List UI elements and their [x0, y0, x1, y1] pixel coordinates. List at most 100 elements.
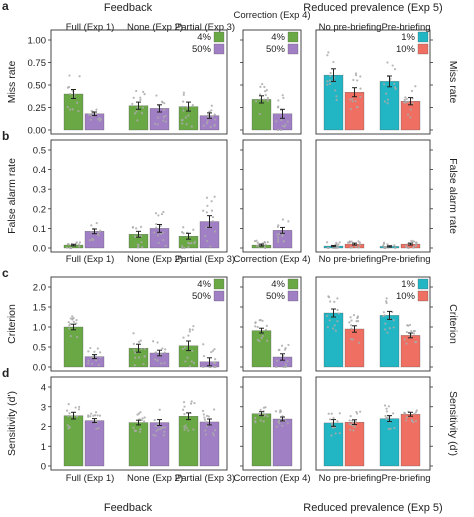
data-dot [213, 195, 216, 198]
data-dot [97, 363, 100, 367]
data-dot [139, 339, 142, 342]
data-dot [205, 122, 209, 125]
data-dot [325, 241, 329, 244]
y-tick-label: 1 [41, 442, 46, 453]
data-dot [162, 210, 165, 214]
data-dot [386, 102, 389, 105]
y-tick-label: 0.1 [33, 224, 46, 235]
data-dot [415, 340, 418, 343]
data-dot [358, 243, 361, 246]
data-dot [67, 403, 70, 406]
x-category-label: None (Exp 2) [127, 254, 183, 265]
data-dot [154, 351, 157, 354]
data-dot [186, 106, 189, 109]
data-dot [327, 51, 330, 54]
data-dot [87, 359, 90, 362]
data-dot [209, 125, 212, 129]
y-axis-label-right: Sensitivity (d') [447, 391, 459, 456]
data-dot [259, 408, 262, 411]
data-dot [348, 422, 351, 426]
data-dot [385, 297, 388, 300]
data-dot [383, 83, 386, 86]
data-dot [254, 321, 257, 325]
bar [63, 93, 84, 131]
data-dot [353, 425, 356, 429]
data-dot [261, 82, 264, 86]
legend-swatch [417, 290, 429, 302]
data-dot [286, 422, 289, 425]
data-dot [182, 400, 186, 404]
data-dot [385, 300, 388, 303]
data-dot [351, 338, 355, 341]
data-dot [214, 429, 217, 432]
y-axis-label-right: Criterion [447, 304, 459, 344]
bar [84, 113, 105, 131]
data-dot [90, 356, 93, 359]
legend-swatch [417, 31, 429, 43]
data-dot [276, 225, 280, 228]
data-dot [89, 415, 92, 418]
bar [344, 328, 365, 368]
data-dot [97, 426, 100, 430]
data-dot [213, 230, 217, 233]
data-dot [192, 228, 195, 231]
bar [323, 312, 344, 368]
data-dot [65, 409, 69, 412]
data-dot [277, 420, 280, 424]
data-dot [183, 428, 186, 431]
legend-swatch [287, 278, 299, 290]
data-dot [181, 246, 184, 250]
data-dot [264, 406, 267, 409]
data-dot [132, 342, 135, 345]
data-dot [385, 92, 388, 95]
data-dot [140, 347, 143, 351]
plot-frame [50, 29, 228, 135]
data-dot [262, 420, 265, 423]
data-dot [258, 112, 261, 116]
data-dot [356, 106, 359, 109]
data-dot [277, 238, 280, 241]
data-dot [205, 211, 208, 214]
data-dot [275, 365, 278, 369]
data-dot [184, 360, 187, 363]
data-dot [188, 328, 191, 331]
data-dot [155, 222, 158, 226]
data-dot [264, 328, 268, 331]
data-dot [209, 245, 212, 248]
data-dot [385, 407, 388, 410]
x-category-label: Full (Exp 1) [66, 254, 115, 265]
bar [63, 326, 84, 368]
data-dot [192, 428, 195, 431]
data-dot [90, 230, 93, 234]
data-dot [202, 365, 205, 369]
data-dot [385, 410, 389, 413]
data-dot [263, 241, 266, 244]
x-category-label: Pre-briefing [381, 473, 430, 484]
data-dot [282, 365, 285, 369]
data-dot [205, 414, 209, 417]
data-dot [67, 85, 71, 89]
legend-swatch [213, 278, 225, 290]
y-tick-label: 1.0 [33, 323, 46, 334]
y-tick-label: 0.4 [33, 165, 46, 176]
data-dot [393, 67, 397, 71]
data-dot [254, 416, 257, 419]
data-dot [214, 358, 217, 361]
y-tick-label: 4 [41, 383, 46, 394]
x-category-label: Partial (Exp 3) [175, 254, 235, 265]
footer-reduced-prevalence: Reduced prevalence (Exp 5) [303, 502, 442, 514]
data-dot [256, 325, 259, 329]
data-dot [182, 100, 185, 103]
data-dot [359, 95, 362, 99]
data-dot [348, 98, 352, 101]
data-dot [69, 108, 72, 111]
data-dot [356, 79, 359, 82]
data-dot [284, 347, 287, 350]
data-dot [135, 227, 138, 230]
plot-frame [242, 139, 302, 253]
data-dot [140, 235, 143, 238]
data-dot [326, 314, 329, 318]
data-dot [210, 109, 213, 112]
data-dot [99, 351, 102, 354]
